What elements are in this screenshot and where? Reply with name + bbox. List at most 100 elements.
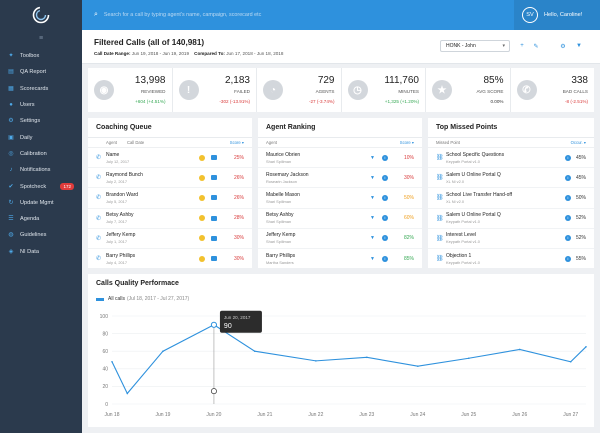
info-icon[interactable]: i: [565, 194, 571, 201]
kpi-failed[interactable]: ! 2,183 FAILED -302 (-13.91%): [173, 68, 257, 112]
col-occur-sort[interactable]: Occur. ▾: [570, 140, 586, 145]
data-point[interactable]: [585, 346, 587, 348]
table-row[interactable]: ✆ Name July 12, 2017 25%: [88, 148, 252, 169]
page-header: Filtered Calls (all of 140,981) Call Dat…: [82, 30, 600, 64]
sidebar-item-scorecards[interactable]: ▦ Scorecards: [0, 81, 82, 97]
sidebar-item-notifications[interactable]: ♪ Notifications: [0, 162, 82, 178]
user-menu[interactable]: SV Hello, Caroline!: [514, 0, 600, 30]
calibration-icon: ◎: [8, 150, 14, 157]
comment-icon[interactable]: [211, 155, 217, 161]
info-icon[interactable]: i: [382, 215, 388, 222]
info-icon[interactable]: i: [382, 235, 388, 242]
table-row[interactable]: Betsy Ashby Shari Spillman ▼ i 60%: [258, 209, 422, 229]
data-point[interactable]: [417, 365, 419, 367]
highlight-point[interactable]: [210, 321, 218, 328]
sidebar-item-qa-report[interactable]: ▤ QA Report: [0, 64, 82, 80]
kpi-agents[interactable]: ◔ 729 AGENTS -27 (-3.74%): [257, 68, 342, 112]
coaching-status-icon[interactable]: [199, 194, 205, 201]
data-point[interactable]: [467, 357, 470, 360]
data-point[interactable]: [162, 350, 164, 352]
chart-legend[interactable]: All calls (Jul 18, 2017 - Jul 27, 2017): [96, 296, 189, 302]
sidebar-item-update-mgmt[interactable]: ↻ Update Mgmt: [0, 195, 82, 211]
coaching-status-icon[interactable]: [199, 154, 205, 161]
filter-icon[interactable]: ▼: [370, 194, 375, 201]
table-row[interactable]: ✆ Raymond Bunch July 2, 2017 26%: [88, 168, 252, 189]
table-row[interactable]: ✆ Brandon Ward July 5, 2017 26%: [88, 188, 252, 209]
table-row[interactable]: ✆ Betsy Ashby July 7, 2017 28%: [88, 209, 252, 229]
data-point[interactable]: [366, 356, 368, 359]
sidebar-item-agenda[interactable]: ☰ Agenda: [0, 211, 82, 227]
info-icon[interactable]: i: [565, 215, 571, 222]
sidebar-item-users[interactable]: ● Users: [0, 97, 82, 113]
filter-button[interactable]: ▼: [573, 40, 585, 52]
agent-select[interactable]: HONK - John ▾: [440, 40, 510, 52]
table-row[interactable]: ✆ Barry Phillips July 4, 2017 30%: [88, 249, 252, 268]
filter-icon[interactable]: ▼: [370, 154, 375, 161]
comment-icon[interactable]: [211, 175, 217, 181]
sidebar-item-daily[interactable]: ▣ Daily: [0, 129, 82, 145]
coaching-status-icon[interactable]: [199, 174, 205, 181]
comment-icon[interactable]: [211, 215, 217, 221]
kpi-avg-score[interactable]: ★ 85% AVG SCORE 0.00%: [426, 68, 511, 112]
table-row[interactable]: ⛓ Interest Level Keypath Portal v1.0 i 52%: [428, 229, 594, 249]
table-row[interactable]: Barry Phillips Martha Sanders ▼ i 85%: [258, 249, 422, 268]
search-input[interactable]: [103, 12, 514, 18]
data-point[interactable]: [518, 348, 521, 351]
sidebar-item-toolbox[interactable]: ✦ Toolbox: [0, 48, 82, 64]
coaching-status-icon[interactable]: [199, 235, 205, 242]
edit-button[interactable]: ✎: [530, 40, 542, 52]
table-row[interactable]: ✆ Jeffery Kemp July 1, 2017 30%: [88, 229, 252, 249]
table-row[interactable]: ⛓ Salem U Online Portal Q Keypath Portal v…: [428, 209, 594, 229]
col-score-sort[interactable]: Score ▾: [229, 140, 244, 145]
coaching-status-icon[interactable]: [199, 255, 205, 262]
filter-icon[interactable]: ▼: [370, 255, 375, 262]
kpi-minutes[interactable]: ◷ 111,760 MINUTES +1,325 (+1.20%): [342, 68, 426, 112]
kpi-reviewed[interactable]: ◉ 13,998 REVIEWED +604 (+4.51%): [88, 68, 173, 112]
table-row[interactable]: Rosemary Jackson Rosearin Jackson ▼ i 30%: [258, 168, 422, 189]
sidebar-item-spotcheck[interactable]: ✔ Spotcheck 172: [0, 178, 82, 194]
filter-icon[interactable]: ▼: [370, 235, 375, 242]
info-icon[interactable]: i: [382, 255, 388, 262]
data-point[interactable]: [111, 360, 113, 363]
table-row[interactable]: Jeffery Kemp Shari Spillman ▼ i 82%: [258, 229, 422, 249]
sidebar-item-calibration[interactable]: ◎ Calibration: [0, 146, 82, 162]
info-icon[interactable]: i: [565, 235, 571, 242]
sidebar-item-guidelines[interactable]: ◍ Guidelines: [0, 227, 82, 243]
comment-icon[interactable]: [211, 195, 217, 201]
line-chart[interactable]: 0 20 40 60 80 100 Jun 18 Jun 19 Jun 20 Jun 21 Jun …: [88, 274, 594, 427]
table-row[interactable]: Mabelle Mason Shari Spillman ▼ i 50%: [258, 188, 422, 209]
data-point[interactable]: [315, 360, 317, 362]
add-button[interactable]: +: [516, 40, 528, 52]
info-icon[interactable]: i: [565, 154, 571, 161]
sidebar-item-ni-data[interactable]: ◈ NI Data: [0, 244, 82, 260]
series-line-all-calls[interactable]: [111, 324, 587, 395]
user-greeting: Hello, Caroline!: [544, 12, 583, 18]
info-icon[interactable]: i: [382, 154, 388, 161]
settings-button[interactable]: ⚙: [557, 40, 569, 52]
table-row[interactable]: ⛓ School Specific Questions Keypath Portal…: [428, 148, 594, 169]
col-score-sort[interactable]: Score ▾: [399, 140, 414, 145]
sidebar-item-settings[interactable]: ⚙ Settings: [0, 113, 82, 129]
coaching-status-icon[interactable]: [199, 215, 205, 222]
data-point[interactable]: [126, 392, 129, 395]
app-logo[interactable]: [0, 0, 82, 30]
link-icon: ⛓: [436, 256, 444, 263]
sidebar-collapse-button[interactable]: ≡: [38, 35, 44, 42]
table-row[interactable]: Maurice Obrien Shari Spillman ▼ i 10%: [258, 148, 422, 169]
table-row[interactable]: ⛓ School Live Transfer Hand-off XL NI v2.0…: [428, 188, 594, 209]
data-point[interactable]: [569, 360, 572, 363]
table-row[interactable]: ⛓ Objection 1 Keypath Portal v1.0 i 55%: [428, 249, 594, 268]
comment-icon[interactable]: [211, 235, 217, 241]
table-row[interactable]: ⛓ Salem U Online Portal Q XL NI v2.0 i 45%: [428, 168, 594, 189]
info-icon[interactable]: i: [565, 255, 571, 262]
info-icon[interactable]: i: [382, 194, 388, 201]
gear-icon: ⚙: [560, 43, 566, 50]
data-point[interactable]: [253, 350, 256, 352]
missed-points-panel: Top Missed Points Missed Point Occur. ▾ …: [428, 118, 594, 268]
filter-icon[interactable]: ▼: [370, 215, 375, 222]
info-icon[interactable]: i: [565, 174, 571, 181]
filter-icon[interactable]: ▼: [370, 174, 375, 181]
info-icon[interactable]: i: [382, 174, 388, 181]
kpi-bad-calls[interactable]: ✆ 338 BAD CALLS -8 (-2.51%): [511, 68, 595, 112]
comment-icon[interactable]: [211, 256, 217, 262]
